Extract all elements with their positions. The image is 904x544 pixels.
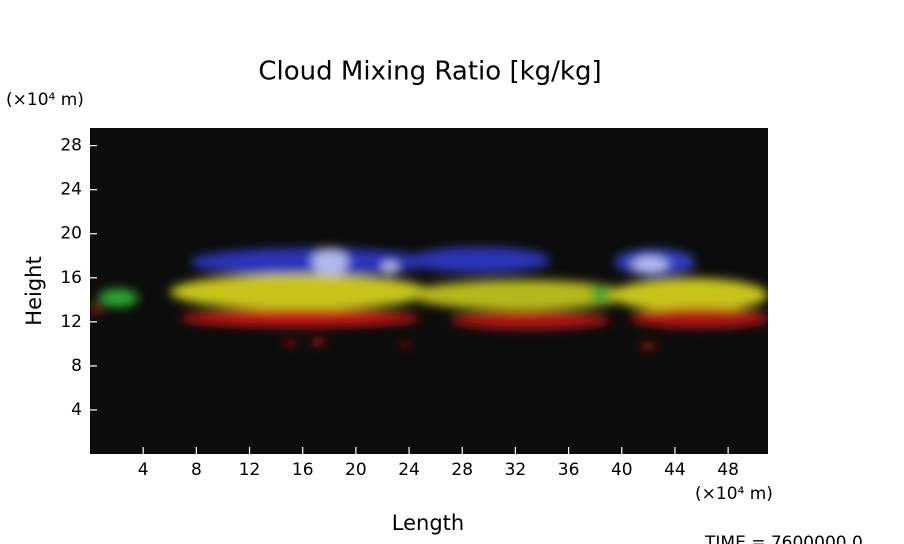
chart-title: Cloud Mixing Ratio [kg/kg]	[258, 57, 601, 87]
y-tick-label: 24	[60, 180, 82, 200]
y-tick-label: 28	[60, 136, 82, 156]
y-unit: (×10⁴ m)	[6, 90, 84, 110]
x-tick-label: 4	[138, 460, 149, 480]
x-unit: (×10⁴ m)	[695, 484, 773, 504]
x-axis-label: Length	[392, 511, 464, 535]
x-tick-label: 44	[664, 460, 686, 480]
x-tick-label: 20	[345, 460, 367, 480]
x-tick-label: 16	[292, 460, 314, 480]
x-tick-label: 12	[239, 460, 261, 480]
y-tick-label: 16	[60, 268, 82, 288]
y-axis-label: Height	[22, 256, 46, 325]
cloud-field	[90, 247, 768, 349]
x-tick-label: 24	[398, 460, 420, 480]
x-tick-label: 28	[451, 460, 473, 480]
x-tick-label: 40	[611, 460, 633, 480]
time-annotation: TIME = 7600000.0	[704, 533, 863, 544]
x-tick-label: 8	[191, 460, 202, 480]
x-tick-label: 48	[717, 460, 739, 480]
y-tick-label: 12	[60, 312, 82, 332]
x-tick-label: 36	[558, 460, 580, 480]
y-tick-label: 8	[71, 356, 82, 376]
y-tick-label: 4	[71, 400, 82, 420]
x-tick-label: 32	[505, 460, 527, 480]
y-tick-label: 20	[60, 224, 82, 244]
